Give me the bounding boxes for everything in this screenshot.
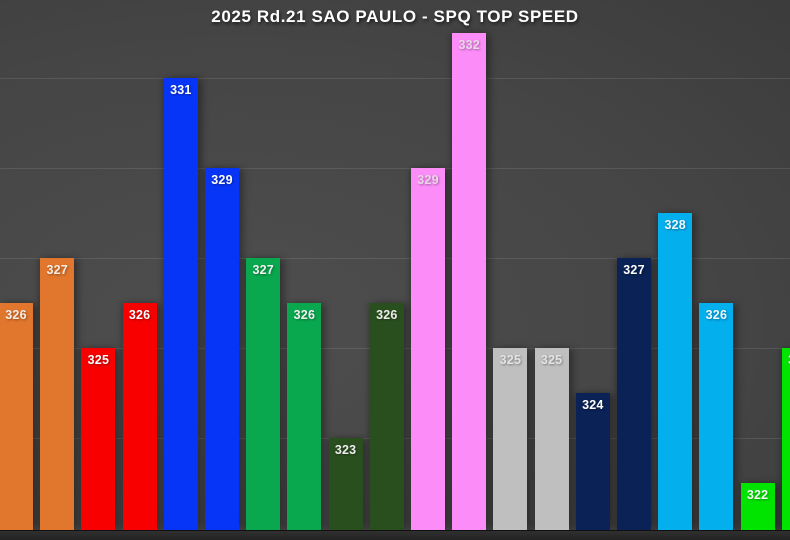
bar-20: 325 — [781, 348, 790, 530]
bar-value-label: 325 — [782, 353, 790, 367]
x-axis-baseline — [0, 530, 790, 540]
bar-13: 325 — [493, 348, 528, 530]
bar-value-label: 329 — [417, 173, 439, 187]
bar-19: 322 — [740, 483, 775, 530]
bar-value-label: 328 — [664, 218, 686, 232]
gridline-327 — [0, 258, 790, 259]
bar-7: 327 — [246, 258, 281, 530]
bar-4: 326 — [122, 303, 157, 530]
bar-value-label: 326 — [5, 308, 27, 322]
bar-10: 326 — [369, 303, 404, 530]
bar-value-label: 326 — [128, 308, 151, 322]
gridline-331 — [0, 78, 790, 79]
bar-5: 331 — [163, 78, 198, 530]
bar-14: 325 — [534, 348, 569, 530]
bar-16: 327 — [617, 258, 651, 530]
bar-value-label: 325 — [540, 353, 563, 367]
bar-value-label: 327 — [252, 263, 274, 277]
bar-8: 326 — [287, 303, 322, 530]
bar-value-label: 326 — [376, 308, 398, 322]
bar-value-label: 326 — [705, 308, 728, 322]
bar-value-label: 326 — [293, 308, 316, 322]
bar-9: 323 — [328, 438, 363, 530]
bar-12: 332 — [452, 33, 487, 530]
bar-18: 326 — [699, 303, 734, 530]
bar-value-label: 325 — [499, 353, 522, 367]
bar-value-label: 324 — [582, 398, 604, 412]
bar-value-label: 325 — [87, 353, 110, 367]
bar-1: 326 — [0, 303, 33, 530]
bar-value-label: 331 — [170, 83, 192, 97]
bar-value-label: 327 — [46, 263, 68, 277]
bar-15: 324 — [575, 393, 610, 530]
gridline-329 — [0, 168, 790, 169]
bar-value-label: 322 — [746, 488, 769, 502]
chart-title: 2025 Rd.21 SAO PAULO - SPQ TOP SPEED — [211, 7, 579, 26]
bar-11: 329 — [411, 168, 445, 530]
bar-2: 327 — [40, 258, 75, 530]
bar-17: 328 — [658, 213, 693, 530]
bar-value-label: 323 — [334, 443, 357, 457]
bar-value-label: 332 — [458, 38, 480, 52]
bar-value-label: 329 — [211, 173, 233, 187]
bar-value-label: 327 — [623, 263, 645, 277]
bar-6: 329 — [205, 168, 239, 530]
bar-3: 325 — [81, 348, 116, 530]
